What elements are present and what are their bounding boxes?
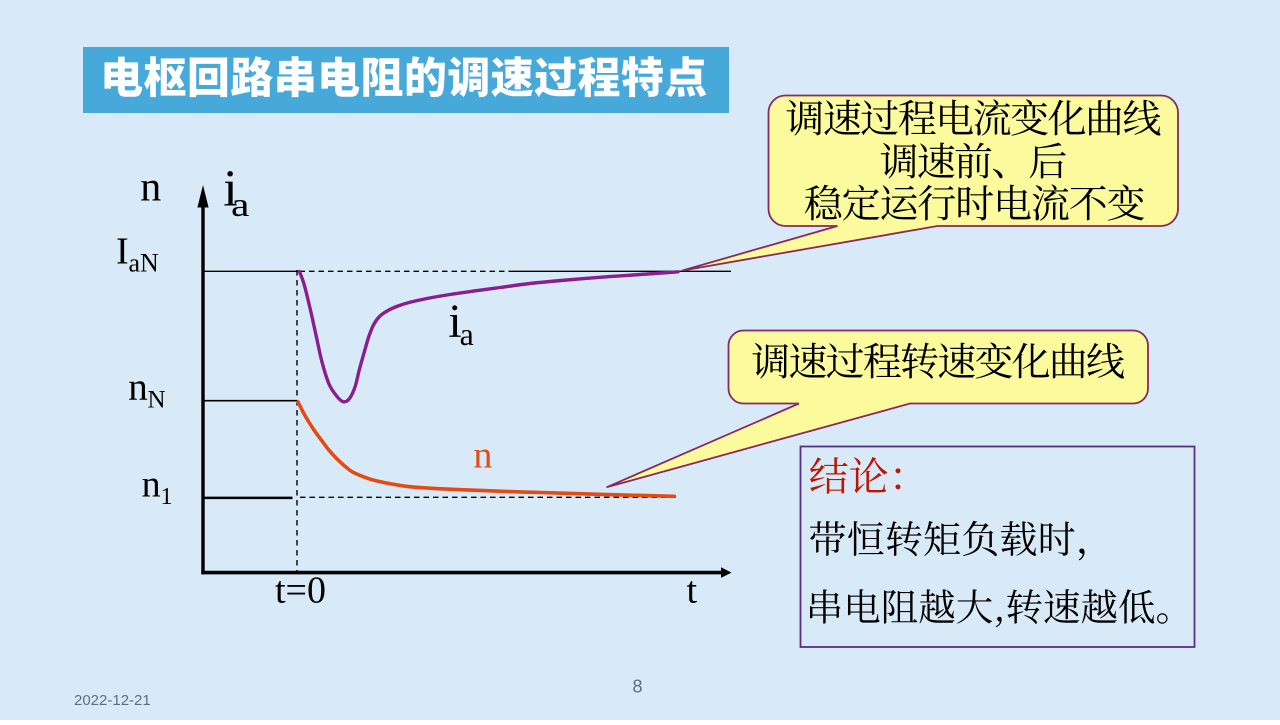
svg-text:t: t xyxy=(687,569,698,611)
svg-text:I: I xyxy=(116,230,129,272)
svg-text:n: n xyxy=(128,366,148,409)
svg-text:a: a xyxy=(460,316,474,352)
svg-text:a: a xyxy=(231,186,250,224)
svg-text:t=0: t=0 xyxy=(275,569,326,611)
svg-text:n: n xyxy=(473,434,492,476)
svg-text:aN: aN xyxy=(129,249,160,278)
svg-text:8: 8 xyxy=(633,677,643,697)
svg-text:2022-12-21: 2022-12-21 xyxy=(74,692,151,709)
svg-text:n: n xyxy=(140,165,161,211)
svg-text:n: n xyxy=(142,463,161,505)
svg-text:1: 1 xyxy=(161,484,173,510)
svg-text:N: N xyxy=(148,387,166,414)
svg-text:i: i xyxy=(223,161,237,218)
svg-text:i: i xyxy=(448,295,461,348)
